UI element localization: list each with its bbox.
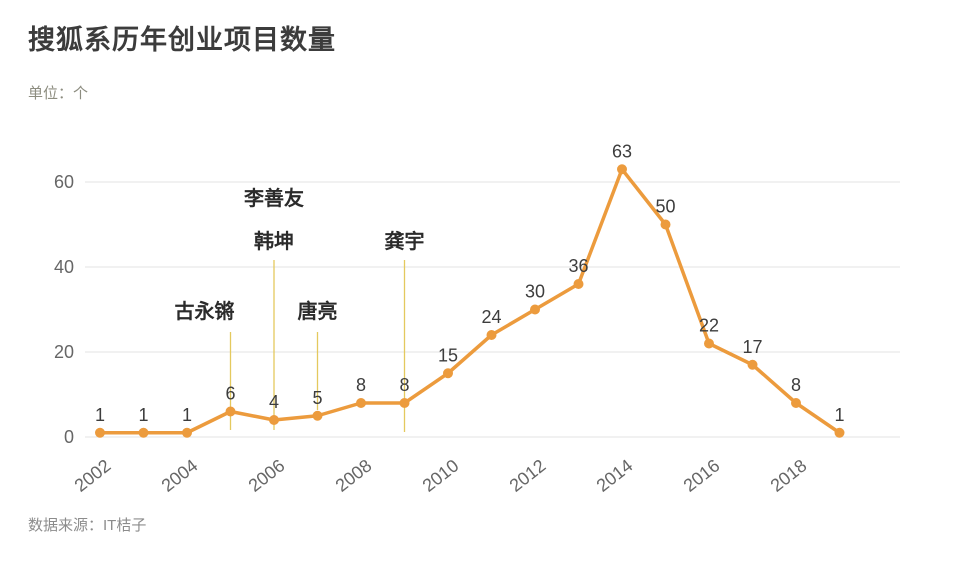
data-point [791, 398, 801, 408]
value-label: 8 [356, 375, 366, 395]
data-point [704, 338, 714, 349]
data-point [573, 279, 584, 289]
value-label: 24 [481, 307, 501, 327]
value-label: 22 [699, 316, 719, 336]
annotation-label: 古永锵 [175, 299, 235, 323]
data-point [747, 359, 758, 370]
annotation-label: 韩坤 [254, 229, 294, 253]
data-line [98, 167, 842, 435]
value-label: 8 [791, 375, 801, 395]
value-label: 1 [834, 405, 844, 425]
data-point [660, 219, 671, 230]
data-point [617, 164, 627, 175]
x-tick-label: 2008 [332, 455, 376, 495]
data-point [443, 368, 453, 379]
data-point [138, 427, 149, 438]
value-label: 4 [269, 392, 279, 412]
data-point [399, 398, 410, 408]
x-tick-label: 2002 [71, 455, 115, 495]
annotation-label: 龚宇 [385, 229, 425, 253]
unit-label: 单位：个 [28, 85, 89, 102]
data-point [834, 427, 845, 438]
y-tick-label: 40 [54, 257, 74, 277]
value-label: 15 [438, 345, 458, 365]
data-point [486, 330, 497, 340]
data-point [356, 398, 366, 408]
x-tick-label: 2004 [158, 455, 202, 495]
value-label: 36 [568, 256, 588, 276]
annotation-label: 唐亮 [298, 299, 338, 323]
value-label: 63 [612, 141, 632, 161]
value-label: 1 [95, 405, 105, 425]
value-label: 1 [138, 405, 148, 425]
x-tick-label: 2018 [767, 455, 811, 495]
y-tick-label: 60 [54, 172, 74, 192]
x-tick-label: 2014 [593, 455, 637, 495]
x-tick-label: 2006 [245, 455, 289, 495]
annotation-label: 李善友 [243, 186, 304, 210]
data-point [182, 427, 192, 438]
data-point [312, 410, 323, 421]
value-label: 6 [225, 384, 235, 404]
x-tick-label: 2010 [419, 455, 463, 495]
y-tick-label: 20 [54, 342, 74, 362]
data-point [225, 406, 236, 417]
data-point [530, 304, 540, 315]
value-label: 1 [182, 405, 192, 425]
value-label: 8 [399, 375, 409, 395]
value-label: 30 [525, 282, 545, 302]
value-label: 50 [655, 197, 675, 217]
value-label: 5 [312, 388, 322, 408]
value-label: 17 [742, 337, 762, 357]
source-label: 数据来源：IT桔子 [28, 517, 147, 534]
x-tick-label: 2016 [680, 455, 724, 495]
data-point [95, 427, 105, 438]
page-title: 搜狐系历年创业项目数量 [28, 25, 336, 55]
data-point [269, 415, 279, 425]
y-tick-label: 0 [64, 427, 74, 447]
x-tick-label: 2012 [506, 455, 550, 495]
